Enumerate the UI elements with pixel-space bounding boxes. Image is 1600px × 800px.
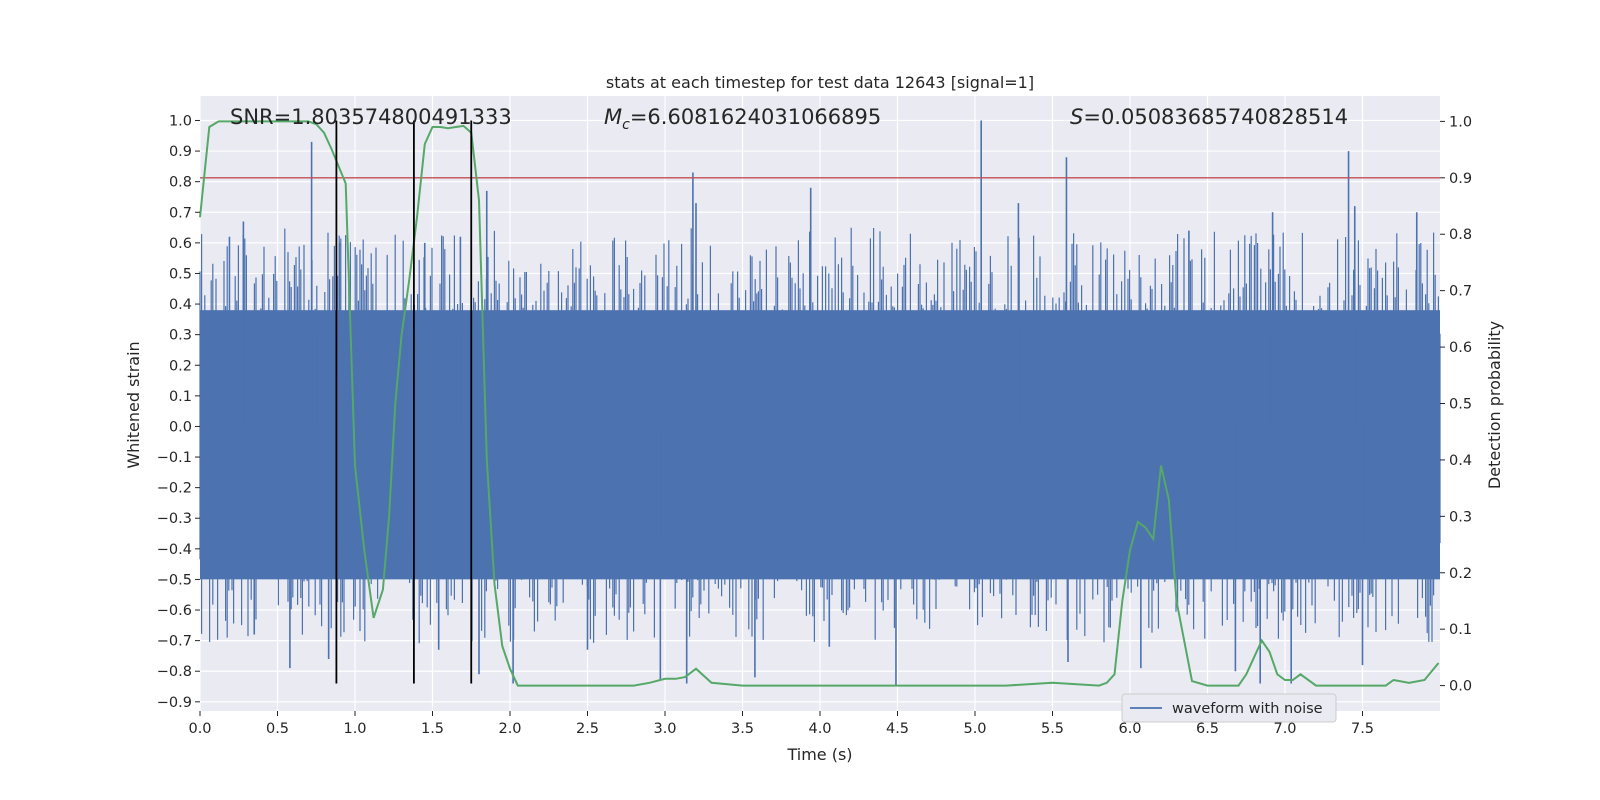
x-tick-label: 2.0 [498, 721, 521, 737]
x-tick-label: 6.5 [1196, 721, 1219, 737]
y-left-tick-label: −0.6 [157, 603, 192, 619]
legend-box [1121, 693, 1337, 723]
y-right-tick-label: 0.3 [1449, 509, 1472, 525]
x-tick-label: 3.0 [653, 721, 676, 737]
x-tick-label: 6.0 [1118, 721, 1141, 737]
x-axis: 0.0 0.5 1.0 1.5 2.0 2.5 3.0 3.5 4.0 4.5 5.0 5.5 6.0 6… [188, 711, 1374, 737]
x-tick-label: 1.5 [421, 721, 444, 737]
y-left-tick-label: 0.4 [169, 297, 192, 313]
mc-symbol: M [604, 105, 622, 129]
y-right-tick-label: 0.0 [1449, 679, 1472, 695]
y-left-tick-label: −0.4 [157, 542, 192, 558]
x-tick-label: 5.5 [1041, 721, 1064, 737]
y-right-tick-label: 0.5 [1449, 397, 1472, 413]
probability-series [199, 120, 1440, 687]
x-tick-label: 4.0 [808, 721, 831, 737]
mc-subscript: c [622, 117, 630, 133]
y-axis-right-label: Detection probability [1485, 321, 1504, 489]
x-tick-label: 7.5 [1351, 721, 1374, 737]
x-tick-label: 7.0 [1273, 721, 1296, 737]
y-left-tick-label: 0.6 [169, 236, 192, 252]
y-left-tick-label: 0.3 [169, 328, 192, 344]
y-axis-right: 1.0 0.9 0.8 0.7 0.6 0.5 0.4 0.3 0.2 0.1 0.0 [1440, 114, 1472, 695]
y-right-tick-label: 0.9 [1449, 171, 1472, 187]
y-left-tick-label: 0.8 [169, 175, 192, 191]
x-tick-label: 1.0 [343, 721, 366, 737]
s-symbol: S [1070, 105, 1083, 129]
y-left-tick-label: 0.7 [169, 205, 192, 221]
s-annotation: S=0.05083685740828514 [1070, 105, 1348, 129]
y-right-tick-label: 0.4 [1449, 453, 1472, 469]
y-left-tick-label: −0.8 [157, 664, 192, 680]
mc-annotation: Mc=6.6081624031066895 [604, 105, 881, 133]
y-right-tick-label: 0.2 [1449, 566, 1472, 582]
waveform-series [199, 120, 1441, 687]
mc-value: =6.6081624031066895 [630, 105, 881, 129]
y-left-tick-label: 0.9 [169, 144, 192, 160]
y-right-tick-label: 1.0 [1449, 114, 1472, 130]
y-right-tick-label: 0.8 [1449, 227, 1472, 243]
x-tick-label: 5.0 [963, 721, 986, 737]
y-left-tick-label: 0.2 [169, 358, 192, 374]
y-left-tick-label: −0.5 [157, 572, 192, 588]
y-left-tick-label: −0.1 [157, 450, 192, 466]
marker-lines [335, 120, 473, 684]
x-axis-label: Time (s) [786, 745, 852, 764]
chart-title: stats at each timestep for test data 126… [606, 73, 1034, 92]
x-tick-label: 0.0 [188, 721, 211, 737]
y-left-tick-label: 0.1 [169, 389, 192, 405]
y-right-tick-label: 0.1 [1449, 622, 1472, 638]
x-tick-label: 4.5 [886, 721, 909, 737]
y-left-tick-label: −0.3 [157, 511, 192, 527]
legend-label: waveform with noise [1172, 701, 1323, 717]
y-left-tick-label: 0.5 [169, 266, 192, 282]
y-left-tick-label: −0.7 [157, 634, 192, 650]
x-tick-label: 2.5 [576, 721, 599, 737]
y-left-tick-label: 1.0 [169, 113, 192, 129]
waveform-trace [199, 227, 1441, 644]
y-left-tick-label: −0.2 [157, 481, 192, 497]
y-left-tick-label: −0.9 [157, 695, 192, 711]
y-axis-left-label: Whitened strain [124, 341, 143, 468]
s-value: =0.05083685740828514 [1083, 105, 1348, 129]
y-right-tick-label: 0.6 [1449, 340, 1472, 356]
y-left-tick-label: 0.0 [169, 419, 192, 435]
y-right-tick-label: 0.7 [1449, 284, 1472, 300]
probability-line [199, 120, 1440, 687]
snr-annotation: SNR=1.803574800491333 [230, 105, 512, 129]
x-tick-label: 3.5 [731, 721, 754, 737]
x-tick-label: 0.5 [266, 721, 289, 737]
legend: waveform with noise [1121, 693, 1337, 723]
y-axis-left: 1.0 0.9 0.8 0.7 0.6 0.5 0.4 0.3 0.2 0.1 0.0 −0.1 −0.… [157, 113, 200, 711]
